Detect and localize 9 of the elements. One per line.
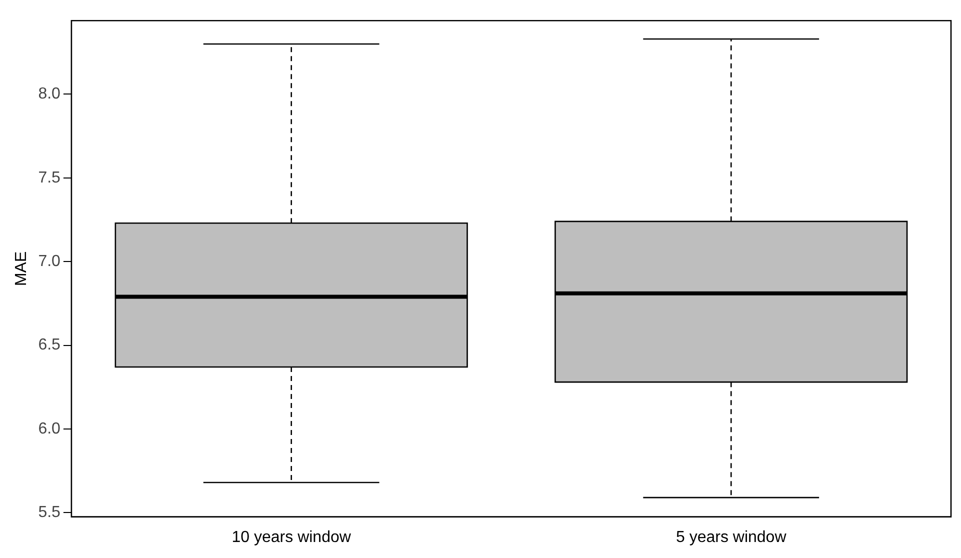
y-tick-label: 7.5 (38, 169, 61, 186)
y-tick-label: 7.0 (38, 252, 61, 270)
y-tick-label: 5.5 (38, 504, 61, 522)
y-tick-label: 6.5 (38, 336, 61, 354)
x-tick-label: 10 years window (232, 528, 352, 546)
y-tick-label: 6.0 (38, 420, 61, 438)
y-axis-title: MAE (13, 251, 30, 286)
x-tick-label: 5 years window (676, 528, 787, 546)
y-tick-label: 8.0 (38, 86, 61, 103)
